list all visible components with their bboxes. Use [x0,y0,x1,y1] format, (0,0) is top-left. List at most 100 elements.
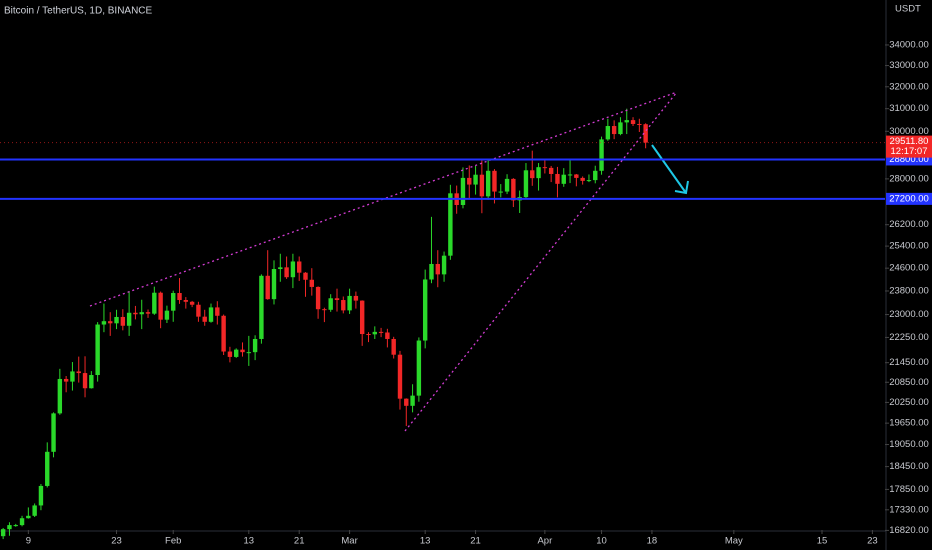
candle-body [189,301,195,305]
candle-body [240,349,245,353]
candle-body [19,518,25,526]
candle-body [630,120,636,124]
candle-body [347,295,352,311]
candle-body [26,515,31,519]
candle-body [555,173,560,184]
candle-body [643,124,648,143]
candle-body [32,505,37,516]
candle-body [51,413,56,452]
candle-body [57,378,63,414]
y-tick-label: 19050.00 [889,439,929,450]
y-tick-label: 20250.00 [889,397,929,408]
candle-body [164,310,170,320]
candle-body [246,352,252,354]
y-tick-label: 24600.00 [889,263,929,274]
candle-body [208,307,214,322]
candle-body [467,177,472,185]
x-tick-label: 23 [111,536,122,547]
y-tick-label: 17330.00 [889,504,929,515]
candle-body [586,180,592,182]
candle-body [322,309,327,311]
candle-body [366,334,371,336]
candle-body [567,174,573,176]
candle-body [309,279,314,287]
countdown-label: 12:17:07 [891,146,928,157]
candle-body [492,170,497,192]
candle-body [76,371,81,374]
candle-body [126,312,132,326]
candle-body [271,269,277,300]
x-tick-label: Apr [537,536,552,547]
candle-body [511,178,516,201]
candle-body [593,170,598,181]
candle-body [599,139,604,171]
candle-body [139,312,144,315]
last-price-box [886,135,932,158]
candle-body [290,261,296,278]
candle-body [485,170,491,197]
candle-body [498,191,503,193]
candle-body [101,321,107,325]
y-tick-label: 34000.00 [889,39,929,50]
candle-body [13,525,18,527]
level-label-box [886,192,932,205]
candle-body [38,485,44,506]
candle-body [296,261,302,273]
candle-body [542,167,548,169]
candle-body [479,174,485,197]
x-tick-label: May [725,536,743,547]
y-tick-label: 26200.00 [889,219,929,230]
x-tick-label: Feb [165,536,181,547]
candle-body [536,167,541,179]
candle-body [196,304,201,317]
candle-body [378,331,384,333]
y-tick-label: 33000.00 [889,60,929,71]
candle-body [227,351,233,357]
candle-body [441,255,447,275]
x-tick-label: 21 [470,536,481,547]
candle-body [448,193,453,256]
candle-body [95,324,100,376]
last-price-label: 29511.80 [890,136,929,147]
candle-body [221,315,226,352]
x-tick-label: 13 [244,536,255,547]
candle-body [391,338,396,355]
candle-body [523,170,529,198]
candle-body [158,292,163,320]
candle-body [171,293,176,311]
candle-body [145,312,151,314]
chart-title: Bitcoin / TetherUS, 1D, BINANCE [4,6,153,17]
y-tick-label: 25400.00 [889,241,929,252]
candle-body [120,316,126,326]
candle-body [353,295,359,301]
candle-body [328,298,333,310]
y-tick-label: 19650.00 [889,418,929,429]
candle-body [473,174,478,185]
x-tick-label: Mar [341,536,357,547]
candle-body [637,123,642,125]
candle-body [385,332,390,339]
candle-body [303,272,308,280]
arrow-shaft [651,144,687,194]
candle-body [152,292,157,314]
y-tick-label: 18450.00 [889,461,929,472]
candle-body [397,354,403,399]
x-tick-label: 23 [867,536,878,547]
x-tick-label: 13 [420,536,431,547]
candle-body [259,275,264,339]
candle-body [0,529,6,537]
candle-body [278,267,283,270]
candle-body [215,307,220,316]
candle-body [315,286,321,310]
candle-body [429,263,434,280]
candle-body [460,177,466,205]
arrow-head [674,180,689,195]
x-tick-label: 21 [294,536,305,547]
candle-body [89,375,94,389]
candle-body [372,331,377,335]
currency-label: USDT [895,4,921,15]
upper-trend-line [89,91,678,307]
